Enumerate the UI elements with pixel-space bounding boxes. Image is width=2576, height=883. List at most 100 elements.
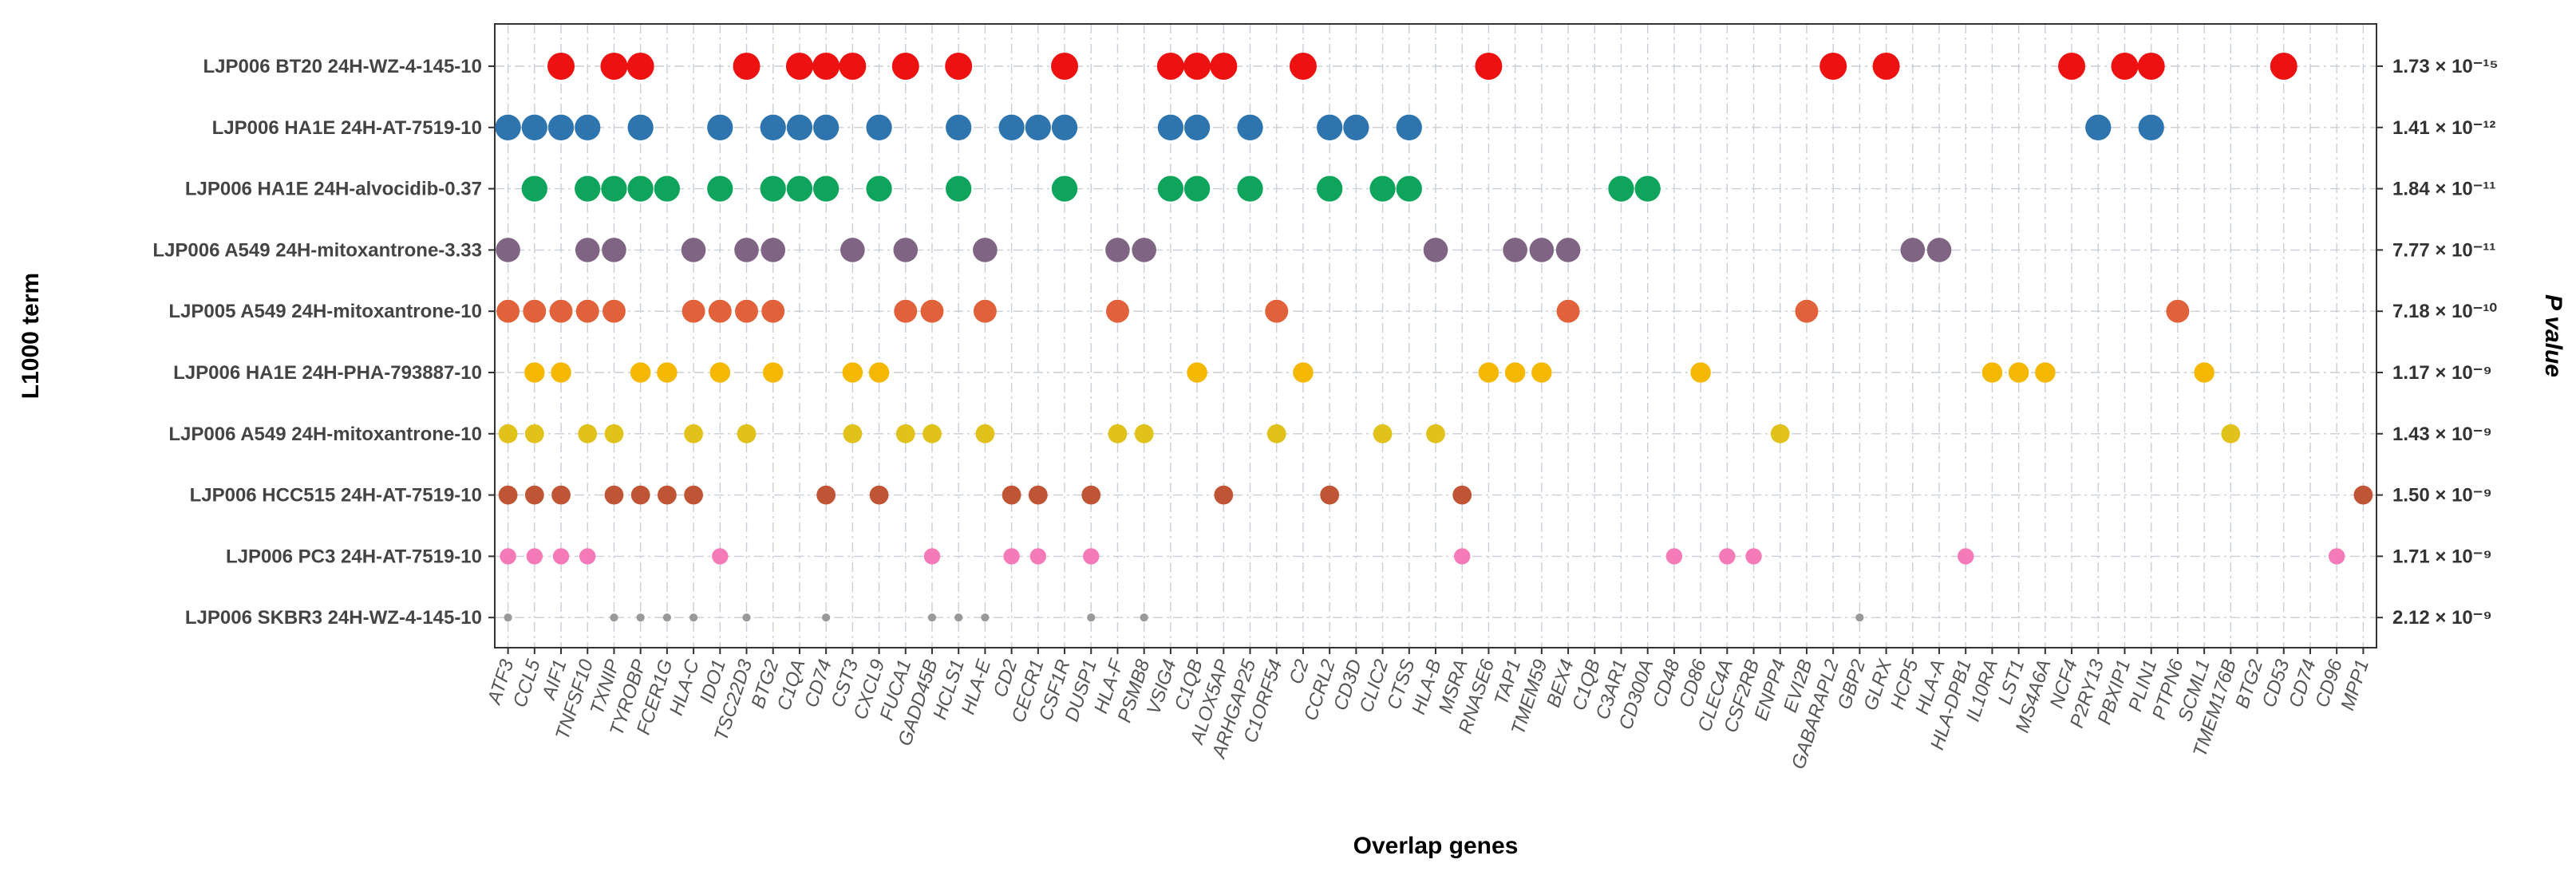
data-point bbox=[1140, 613, 1148, 622]
data-point bbox=[1003, 548, 1020, 565]
data-point bbox=[1958, 548, 1974, 565]
data-point bbox=[601, 175, 627, 202]
data-point bbox=[981, 613, 990, 622]
y-tick-label: LJP006 SKBR3 24H-WZ-4-145-10 bbox=[185, 607, 482, 629]
data-point bbox=[998, 114, 1025, 140]
data-point bbox=[654, 175, 681, 202]
data-point bbox=[684, 424, 703, 443]
data-point bbox=[920, 299, 944, 323]
data-point bbox=[2194, 362, 2214, 383]
data-point bbox=[2058, 53, 2086, 80]
y-tick-label: LJP006 HCC515 24H-AT-7519-10 bbox=[190, 485, 482, 507]
data-point bbox=[657, 485, 677, 505]
data-point bbox=[1770, 424, 1790, 443]
data-point bbox=[742, 613, 751, 622]
data-point bbox=[1183, 114, 1211, 140]
data-point bbox=[496, 299, 520, 323]
data-point bbox=[786, 114, 813, 140]
y-tick-label: LJP006 PC3 24H-AT-7519-10 bbox=[226, 546, 482, 567]
data-point bbox=[1157, 175, 1184, 202]
data-point bbox=[760, 114, 786, 140]
data-point bbox=[1237, 175, 1263, 202]
data-point bbox=[1608, 175, 1634, 202]
data-point bbox=[682, 299, 705, 323]
data-point bbox=[2085, 114, 2112, 140]
data-point bbox=[760, 175, 786, 202]
data-point bbox=[681, 238, 706, 262]
data-point bbox=[761, 238, 786, 262]
data-point bbox=[927, 613, 937, 622]
data-point bbox=[684, 485, 703, 505]
data-point bbox=[734, 238, 759, 262]
data-point bbox=[1719, 548, 1736, 565]
data-point bbox=[973, 238, 998, 262]
data-point bbox=[2221, 424, 2241, 443]
data-point bbox=[1183, 175, 1211, 202]
y-tick-label: LJP006 HA1E 24H-AT-7519-10 bbox=[212, 117, 482, 139]
data-point bbox=[1690, 362, 1711, 383]
data-point bbox=[500, 548, 516, 565]
data-point bbox=[785, 53, 813, 80]
data-point bbox=[866, 114, 892, 140]
p-value-label: 1.41 × 10⁻¹² bbox=[2392, 117, 2495, 139]
data-point bbox=[1108, 424, 1128, 443]
p-value-label: 1.17 × 10⁻⁹ bbox=[2392, 362, 2492, 384]
data-point bbox=[2166, 299, 2190, 323]
data-point bbox=[1900, 238, 1926, 262]
y-tick-label: LJP006 A549 24H-mitoxantrone-10 bbox=[168, 424, 482, 445]
data-point bbox=[1872, 53, 1900, 80]
data-point bbox=[1051, 175, 1078, 202]
p-value-labels: 1.73 × 10⁻¹⁵ 1.41 × 10⁻¹² 1.84 × 10⁻¹¹ 7.77… bbox=[2392, 56, 2499, 629]
data-point bbox=[549, 299, 573, 323]
data-point bbox=[869, 485, 889, 505]
data-point bbox=[709, 362, 731, 383]
data-point bbox=[735, 299, 758, 323]
data-point bbox=[521, 175, 547, 202]
data-point bbox=[1665, 548, 1683, 565]
data-points bbox=[495, 53, 2373, 622]
data-point bbox=[1555, 238, 1581, 262]
data-point bbox=[636, 613, 645, 622]
y-tick-label: LJP006 A549 24H-mitoxantrone-3.33 bbox=[152, 239, 482, 261]
data-point bbox=[1317, 175, 1343, 202]
data-point bbox=[1317, 114, 1343, 140]
data-point bbox=[1478, 362, 1499, 383]
x-tick-label: C2 bbox=[1285, 657, 1313, 688]
data-point bbox=[1503, 238, 1527, 262]
data-point bbox=[1051, 53, 1079, 80]
data-point bbox=[662, 613, 671, 622]
y-tick-label: LJP005 A549 24H-mitoxantrone-10 bbox=[168, 301, 482, 322]
data-point bbox=[1396, 114, 1422, 140]
p-value-label: 2.12 × 10⁻⁹ bbox=[2392, 607, 2492, 629]
p-value-label: 1.84 × 10⁻¹¹ bbox=[2392, 179, 2495, 200]
data-point bbox=[578, 424, 598, 443]
data-point bbox=[1634, 175, 1661, 202]
data-point bbox=[657, 362, 678, 383]
data-point bbox=[1025, 114, 1051, 140]
data-point bbox=[547, 114, 575, 140]
data-point bbox=[975, 424, 995, 443]
data-point bbox=[2035, 362, 2056, 383]
data-point bbox=[551, 485, 571, 505]
data-point bbox=[868, 362, 890, 383]
data-point bbox=[1132, 238, 1156, 262]
data-point bbox=[1373, 424, 1393, 443]
data-point bbox=[1081, 485, 1101, 505]
data-point bbox=[2137, 53, 2165, 80]
data-point bbox=[2138, 114, 2164, 140]
data-point bbox=[1475, 53, 1503, 80]
data-point bbox=[712, 548, 729, 565]
data-point bbox=[2008, 362, 2029, 383]
data-point bbox=[1266, 424, 1286, 443]
data-point bbox=[1087, 613, 1096, 622]
data-point bbox=[1105, 238, 1130, 262]
data-point bbox=[737, 424, 757, 443]
data-point bbox=[708, 299, 732, 323]
data-point bbox=[1396, 175, 1422, 202]
data-point bbox=[630, 485, 650, 505]
data-point bbox=[866, 175, 892, 202]
data-point bbox=[610, 613, 618, 622]
y-tick-labels: LJP006 BT20 24H-WZ-4-145-10 LJP006 HA1E 2… bbox=[152, 56, 482, 629]
data-point bbox=[602, 238, 626, 262]
